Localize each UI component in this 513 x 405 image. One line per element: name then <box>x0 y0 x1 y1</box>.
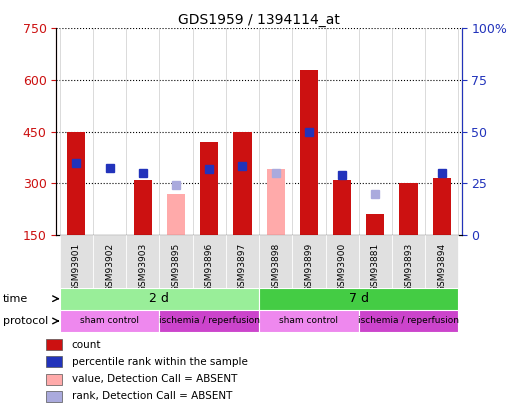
Bar <box>366 214 384 235</box>
Text: count: count <box>72 340 101 350</box>
Text: ischemia / reperfusion: ischemia / reperfusion <box>159 316 260 326</box>
Text: sham control: sham control <box>280 316 339 326</box>
Text: GSM93895: GSM93895 <box>171 243 181 292</box>
Text: GSM93898: GSM93898 <box>271 243 280 292</box>
Bar <box>46 356 62 367</box>
Bar <box>192 235 226 288</box>
Text: GSM93894: GSM93894 <box>437 243 446 292</box>
Text: GSM93900: GSM93900 <box>338 243 347 292</box>
Text: GSM93896: GSM93896 <box>205 243 214 292</box>
Bar <box>167 194 185 235</box>
Text: GSM93901: GSM93901 <box>72 243 81 292</box>
Bar <box>46 391 62 402</box>
Bar <box>67 132 86 235</box>
Bar <box>134 180 152 235</box>
Text: rank, Detection Call = ABSENT: rank, Detection Call = ABSENT <box>72 391 232 401</box>
Text: sham control: sham control <box>80 316 139 326</box>
Bar <box>259 235 292 288</box>
Bar <box>160 310 259 332</box>
Text: GSM93881: GSM93881 <box>371 243 380 292</box>
Bar <box>359 235 392 288</box>
Bar <box>60 235 93 288</box>
Text: GSM93893: GSM93893 <box>404 243 413 292</box>
Text: GSM93903: GSM93903 <box>139 243 147 292</box>
Title: GDS1959 / 1394114_at: GDS1959 / 1394114_at <box>178 13 340 27</box>
Bar <box>300 70 318 235</box>
Bar <box>226 235 259 288</box>
Bar <box>333 180 351 235</box>
Bar <box>259 310 359 332</box>
Bar <box>60 310 160 332</box>
Text: 2 d: 2 d <box>149 292 169 305</box>
Text: GSM93902: GSM93902 <box>105 243 114 292</box>
Bar <box>359 310 459 332</box>
Bar <box>46 374 62 385</box>
Text: protocol: protocol <box>3 316 48 326</box>
Bar <box>126 235 160 288</box>
Bar <box>233 132 251 235</box>
Bar <box>60 288 259 310</box>
Bar <box>160 235 192 288</box>
Text: GSM93897: GSM93897 <box>238 243 247 292</box>
Text: percentile rank within the sample: percentile rank within the sample <box>72 357 248 367</box>
Bar <box>292 235 326 288</box>
Text: value, Detection Call = ABSENT: value, Detection Call = ABSENT <box>72 374 237 384</box>
Text: ischemia / reperfusion: ischemia / reperfusion <box>358 316 459 326</box>
Bar <box>432 178 451 235</box>
Text: GSM93899: GSM93899 <box>304 243 313 292</box>
Bar <box>400 183 418 235</box>
Text: time: time <box>3 294 28 304</box>
Bar <box>267 169 285 235</box>
Bar <box>259 288 459 310</box>
Bar <box>200 142 219 235</box>
Bar <box>93 235 126 288</box>
Bar <box>326 235 359 288</box>
Text: 7 d: 7 d <box>349 292 369 305</box>
Bar <box>425 235 459 288</box>
Bar <box>46 339 62 350</box>
Bar <box>392 235 425 288</box>
